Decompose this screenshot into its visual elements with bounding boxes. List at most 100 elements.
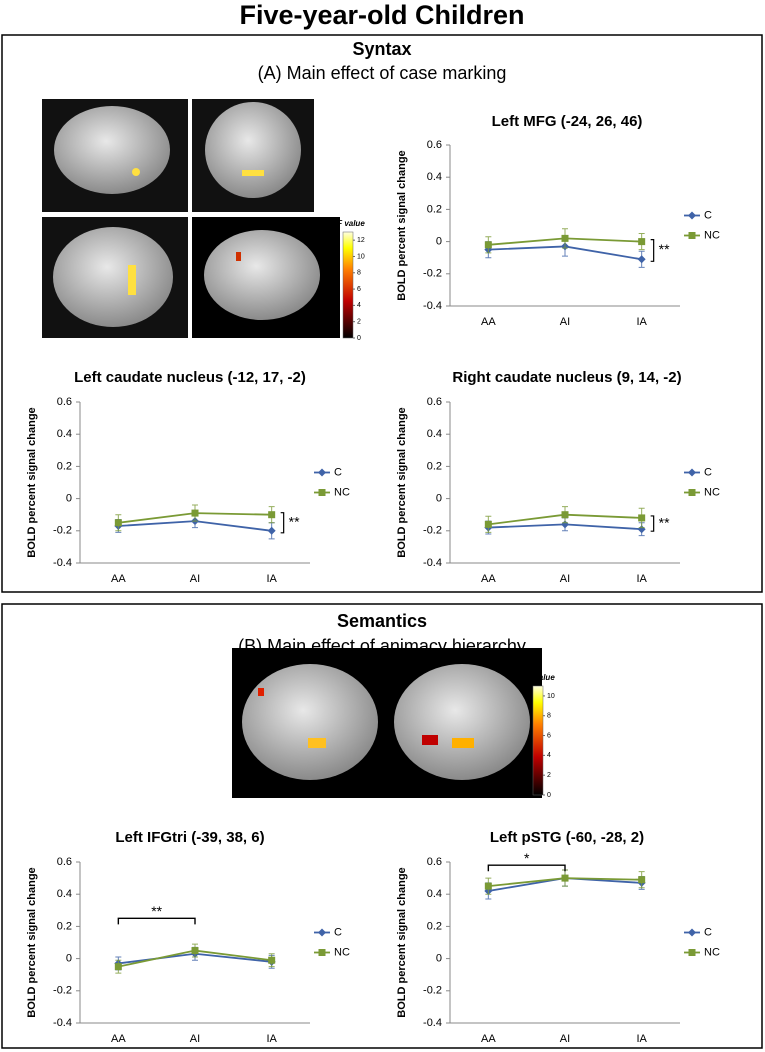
y-tick-label: 0.4 [57,888,72,900]
data-point [484,882,492,890]
x-tick-label: AA [481,316,496,328]
x-tick-label: AA [111,573,126,585]
data-point [191,947,199,955]
colorbar-tick-label: 10 [357,253,365,260]
figure-title: Five-year-old Children [239,0,524,30]
colorbar-tick-label: 8 [357,270,361,277]
y-tick-label: -0.2 [423,985,442,997]
y-tick-label: 0 [436,236,442,248]
y-tick-label: 0 [66,953,72,965]
data-point [484,520,492,528]
data-point [561,234,569,242]
significance-label: * [524,850,530,866]
y-tick-label: -0.4 [423,300,442,312]
legend-marker [688,211,696,220]
x-tick-label: IA [266,1033,277,1045]
y-tick-label: 0.6 [57,856,72,868]
legend-label: NC [334,946,350,958]
y-tick-label: -0.4 [53,557,72,569]
x-tick-label: IA [636,1033,647,1045]
y-axis-label: BOLD percent signal change [26,407,38,557]
colorbar-tick-label: 4 [357,302,361,309]
legend-marker [688,468,696,477]
data-point [561,511,569,519]
x-tick-label: IA [266,573,277,585]
x-tick-label: IA [636,573,647,585]
x-tick-label: AI [560,316,570,328]
y-tick-label: 0.4 [427,888,442,900]
significance-bracket [117,917,196,925]
y-tick-label: -0.2 [423,268,442,280]
y-tick-label: 0 [436,493,442,505]
y-tick-label: -0.4 [423,557,442,569]
colorbar-label: F value [527,673,555,682]
chart-title: Right caudate nucleus (9, 14, -2) [452,369,681,386]
colorbar-label: F value [337,219,365,228]
x-tick-label: AA [111,1033,126,1045]
colorbar-tick-label: 8 [547,713,551,720]
colorbar [532,685,544,796]
panel-frame [1,34,763,593]
x-tick-label: AA [481,573,496,585]
data-point [637,255,646,264]
data-point [268,956,276,964]
legend-marker [318,928,326,937]
y-tick-label: 0.2 [427,920,442,932]
y-tick-label: 0.6 [427,396,442,408]
x-tick-label: AI [190,573,200,585]
significance-label: ** [659,241,670,257]
significance-bracket [650,515,655,532]
significance-bracket [487,864,566,872]
panel-frame [1,603,763,1049]
y-tick-label: 0 [436,953,442,965]
panel-subtitle: (A) Main effect of case marking [258,63,507,83]
x-tick-label: AI [560,573,570,585]
data-point [114,963,122,971]
y-tick-label: 0.2 [427,203,442,215]
data-point [561,874,569,882]
x-tick-label: IA [636,316,647,328]
y-axis-label: BOLD percent signal change [396,150,408,300]
colorbar-tick-label: 2 [547,772,551,779]
legend-label: NC [704,946,720,958]
y-tick-label: -0.4 [53,1017,72,1029]
legend-label: C [334,466,342,478]
colorbar [342,231,354,339]
y-axis-label: BOLD percent signal change [396,867,408,1017]
legend-label: C [334,926,342,938]
y-axis-label: BOLD percent signal change [396,407,408,557]
colorbar-tick-label: 0 [357,335,361,342]
data-point [114,519,122,527]
y-tick-label: 0.2 [427,460,442,472]
legend-label: NC [704,486,720,498]
colorbar-tick-label: 6 [547,732,551,739]
chart-title: Left caudate nucleus (-12, 17, -2) [74,369,306,386]
chart-title: Left MFG (-24, 26, 46) [492,113,643,130]
data-point [268,511,276,519]
panel-heading: Syntax [352,39,411,59]
y-tick-label: 0.4 [427,428,442,440]
colorbar-tick-label: 2 [357,319,361,326]
significance-bracket [650,239,655,262]
y-tick-label: -0.2 [53,985,72,997]
legend-marker [688,949,696,956]
significance-label: ** [289,513,300,529]
legend-marker [318,949,326,956]
colorbar-tick-label: 0 [547,792,551,799]
x-tick-label: AI [560,1033,570,1045]
significance-label: ** [151,903,162,919]
chart-title: Left pSTG (-60, -28, 2) [490,829,644,846]
x-tick-label: AI [190,1033,200,1045]
legend-marker [688,489,696,496]
y-axis-label: BOLD percent signal change [26,867,38,1017]
data-point [638,514,646,522]
legend-marker [688,232,696,239]
data-point [638,876,646,884]
data-point [267,526,276,535]
colorbar-tick-label: 6 [357,286,361,293]
y-tick-label: -0.4 [423,1017,442,1029]
data-point [638,238,646,246]
legend-label: C [704,209,712,221]
y-tick-label: 0.6 [427,856,442,868]
